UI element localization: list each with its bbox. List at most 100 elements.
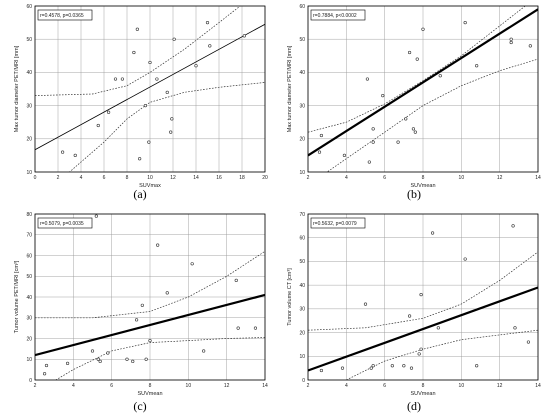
data-point bbox=[371, 140, 375, 144]
data-point bbox=[60, 150, 65, 154]
x-tick-label: 12 bbox=[170, 175, 176, 181]
x-tick-label: 8 bbox=[149, 383, 152, 389]
data-point bbox=[96, 123, 100, 128]
data-point bbox=[511, 224, 515, 228]
data-point bbox=[417, 352, 421, 356]
y-tick-label: 30 bbox=[26, 316, 32, 322]
data-point bbox=[202, 349, 206, 353]
data-point bbox=[509, 37, 513, 41]
panel-label: (a) bbox=[133, 187, 146, 201]
data-point bbox=[194, 64, 198, 68]
stat-box: r=0.5079, p=0.0035 bbox=[37, 217, 93, 229]
x-tick-label: 2 bbox=[34, 383, 37, 389]
data-point bbox=[138, 157, 142, 161]
x-axis-label: SUVmean bbox=[410, 391, 435, 397]
data-point bbox=[155, 77, 159, 81]
panel-1: 0 2 4 6 8 10 12 14 16 18 20 10 20 30 40 50 60 r=0.4578, p… bbox=[14, 4, 268, 201]
data-point bbox=[170, 117, 174, 121]
plot-frame bbox=[34, 5, 266, 173]
data-point bbox=[415, 57, 419, 61]
x-tick-label: 6 bbox=[383, 175, 386, 181]
data-point bbox=[131, 359, 135, 363]
data-point bbox=[419, 293, 423, 297]
x-tick-label: 10 bbox=[147, 175, 153, 181]
data-point bbox=[44, 363, 49, 368]
y-tick-label: 30 bbox=[26, 103, 32, 109]
x-tick-label: 12 bbox=[497, 383, 503, 389]
confidence-band-upper bbox=[308, 251, 538, 331]
plot-content bbox=[35, 214, 265, 380]
plot-content bbox=[308, 224, 538, 380]
stat-box: r=0.5632, p=0.0079 bbox=[310, 217, 366, 229]
data-point bbox=[407, 314, 412, 318]
x-tick-label: 4 bbox=[80, 175, 83, 181]
data-point bbox=[190, 262, 194, 266]
data-point bbox=[148, 60, 152, 65]
data-point bbox=[463, 21, 467, 25]
x-tick-label: 6 bbox=[383, 383, 386, 389]
x-tick-label: 10 bbox=[459, 175, 465, 181]
data-point bbox=[381, 94, 385, 98]
data-point bbox=[106, 110, 111, 114]
x-axis-label: SUVmean bbox=[410, 183, 435, 189]
data-point bbox=[340, 366, 345, 370]
x-axis-label: SUVmax bbox=[139, 183, 161, 189]
data-point bbox=[147, 140, 151, 144]
y-tick-label: 80 bbox=[26, 212, 32, 218]
x-tick-label: 2 bbox=[307, 175, 310, 181]
y-tick-label: 40 bbox=[299, 70, 305, 76]
data-point bbox=[140, 303, 144, 307]
y-tick-label: 50 bbox=[26, 37, 32, 43]
data-point bbox=[369, 366, 373, 370]
data-point bbox=[402, 364, 406, 368]
regression-line bbox=[35, 293, 265, 357]
y-tick-label: 50 bbox=[299, 259, 305, 265]
data-point bbox=[242, 34, 246, 38]
x-tick-label: 12 bbox=[224, 383, 230, 389]
y-tick-label: 50 bbox=[26, 274, 32, 280]
x-tick-label: 6 bbox=[103, 175, 106, 181]
stat-text: r=0.5079, p=0.0035 bbox=[40, 221, 84, 227]
y-axis-label: Tumor volume PET/MRI [cm³] bbox=[14, 260, 20, 333]
y-tick-label: 30 bbox=[299, 103, 305, 109]
panel-label: (c) bbox=[133, 399, 146, 413]
x-tick-label: 2 bbox=[307, 383, 310, 389]
x-tick-label: 14 bbox=[535, 175, 541, 181]
stat-box: r=0.7884, p<0.0002 bbox=[310, 9, 366, 21]
stat-text: r=0.5632, p=0.0079 bbox=[313, 221, 357, 227]
data-point bbox=[421, 27, 425, 31]
x-tick-label: 4 bbox=[345, 383, 348, 389]
y-tick-label: 10 bbox=[299, 354, 305, 360]
y-tick-label: 20 bbox=[26, 336, 32, 342]
x-tick-label: 14 bbox=[262, 383, 268, 389]
confidence-band-upper bbox=[35, 6, 241, 96]
x-tick-label: 10 bbox=[186, 383, 192, 389]
data-point bbox=[144, 357, 148, 361]
data-point bbox=[148, 338, 152, 343]
y-axis-label: Tumor volume CT [cm³] bbox=[287, 268, 293, 326]
stat-box-frame bbox=[310, 217, 366, 229]
data-point bbox=[396, 140, 400, 144]
x-tick-label: 10 bbox=[459, 383, 465, 389]
data-point bbox=[371, 127, 375, 131]
x-tick-label: 20 bbox=[262, 175, 268, 181]
data-point bbox=[528, 44, 532, 48]
data-point bbox=[319, 368, 324, 373]
panel-2: 2 4 6 8 10 12 14 10 20 30 40 50 60 r=0.7884, p<0.0002… bbox=[287, 4, 541, 201]
y-tick-label: 20 bbox=[299, 330, 305, 336]
stat-text: r=0.4578, p=0.0365 bbox=[40, 13, 84, 19]
y-tick-label: 40 bbox=[299, 283, 305, 289]
y-axis-label: Max tumor diameter PET/MRI [mm] bbox=[14, 45, 20, 132]
data-point bbox=[419, 347, 423, 351]
y-tick-label: 70 bbox=[299, 212, 305, 218]
x-axis-label: SUVmean bbox=[137, 391, 162, 397]
stat-text: r=0.7884, p<0.0002 bbox=[313, 13, 357, 19]
data-point bbox=[205, 21, 210, 25]
stat-box-frame bbox=[37, 217, 93, 229]
data-point bbox=[413, 130, 417, 134]
data-point bbox=[367, 160, 371, 164]
x-tick-label: 0 bbox=[34, 175, 37, 181]
x-tick-label: 8 bbox=[422, 383, 425, 389]
data-point bbox=[165, 291, 169, 295]
